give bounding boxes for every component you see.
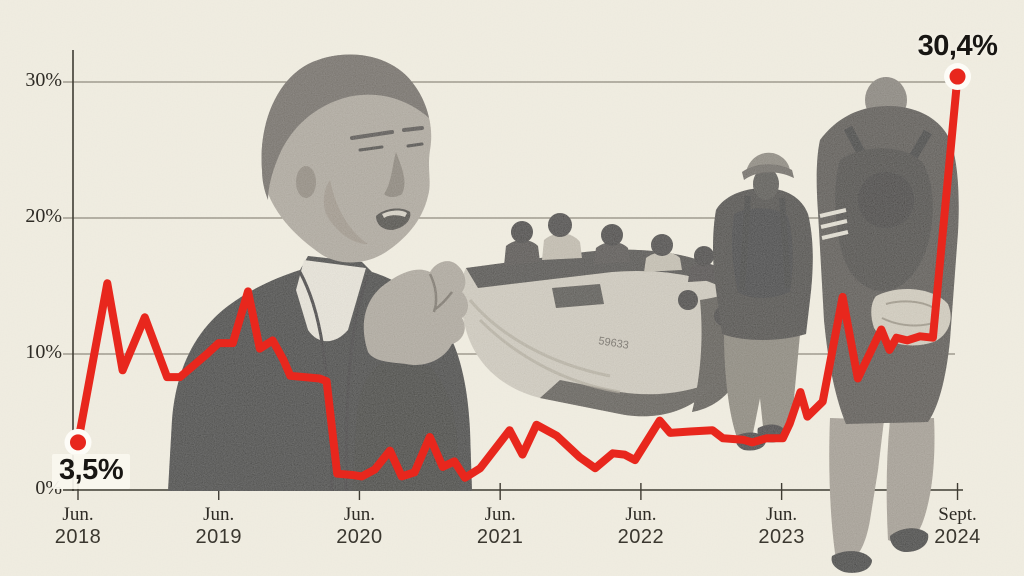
endpoint-dot-start xyxy=(70,434,86,451)
sleeve-stripes xyxy=(819,208,849,240)
face-features xyxy=(350,126,424,140)
boat-hull-marking: 59633 xyxy=(598,335,630,352)
boat-passengers xyxy=(504,213,734,326)
eyes xyxy=(358,142,424,152)
immigration-concern-line xyxy=(74,72,962,482)
photo-collage: 59633 xyxy=(168,54,959,573)
boat-hull-streaks xyxy=(468,299,621,394)
endpoint-dot-end xyxy=(949,68,966,85)
hand-finger-lines xyxy=(428,273,453,313)
migrant-walking-small-photo xyxy=(713,152,813,451)
data-line-layer xyxy=(64,63,972,482)
